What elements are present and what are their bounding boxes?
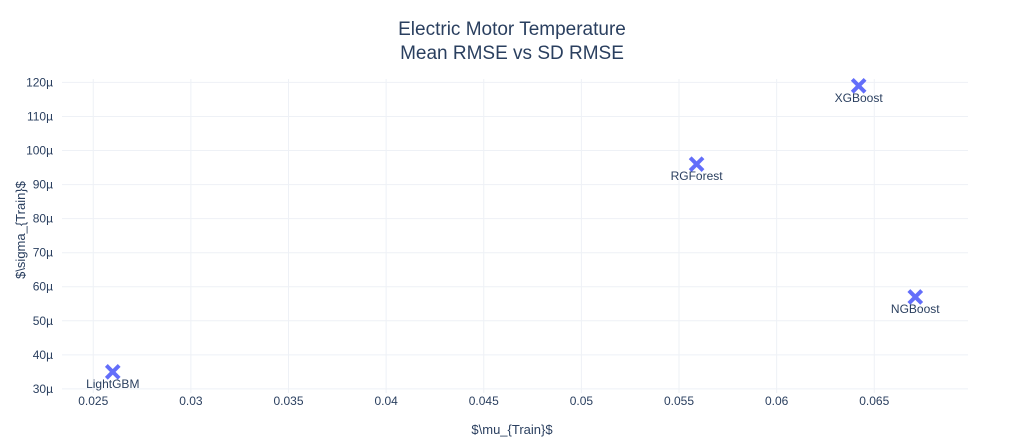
x-tick-label: 0.05 [570,394,594,408]
data-point: RGForest [671,156,724,183]
y-axis-title: $\sigma_{Train}$ [13,180,28,279]
point-label: RGForest [671,169,724,183]
x-tick-label: 0.035 [273,394,303,408]
x-tick-label: 0.065 [859,394,889,408]
y-tick-label: 60µ [33,280,53,294]
y-tick-label: 80µ [33,212,53,226]
y-tick-label: 120µ [26,75,53,89]
data-point: XGBoost [835,77,884,105]
point-label: XGBoost [835,91,884,105]
data-point: LightGBM [86,364,139,391]
data-points: LightGBM RGForest XGBoost NGBoost [86,77,940,391]
chart-title-line-2: Mean RMSE vs SD RMSE [400,43,624,64]
x-tick-label: 0.025 [78,394,108,408]
y-tick-labels: 30µ 40µ 50µ 60µ 70µ 80µ 90µ 100µ 110µ 120µ [26,75,53,396]
x-tick-label: 0.055 [664,394,694,408]
y-tick-label: 90µ [33,178,53,192]
x-tick-label: 0.04 [374,394,398,408]
x-marker [907,289,924,305]
data-point: NGBoost [891,289,940,316]
y-tick-label: 40µ [33,348,53,362]
x-axis-title: $\mu_{Train}$ [471,422,553,437]
point-label: LightGBM [86,377,139,391]
x-marker [688,156,705,172]
y-tick-label: 100µ [26,144,53,158]
x-tick-label: 0.06 [765,394,789,408]
point-label: NGBoost [891,302,940,316]
y-tick-label: 50µ [33,314,53,328]
x-tick-label: 0.03 [179,394,203,408]
y-tick-label: 70µ [33,246,53,260]
y-tick-label: 30µ [33,382,53,396]
x-tick-labels: 0.025 0.03 0.035 0.04 0.045 0.05 0.055 0.06 0.06… [78,394,889,408]
x-marker [104,364,121,380]
chart-title-line-1: Electric Motor Temperature [398,19,626,40]
y-tick-label: 110µ [27,109,53,123]
x-tick-label: 0.045 [469,394,499,408]
x-marker [850,77,867,94]
x-gridlines [92,79,875,393]
y-gridlines [62,81,968,390]
